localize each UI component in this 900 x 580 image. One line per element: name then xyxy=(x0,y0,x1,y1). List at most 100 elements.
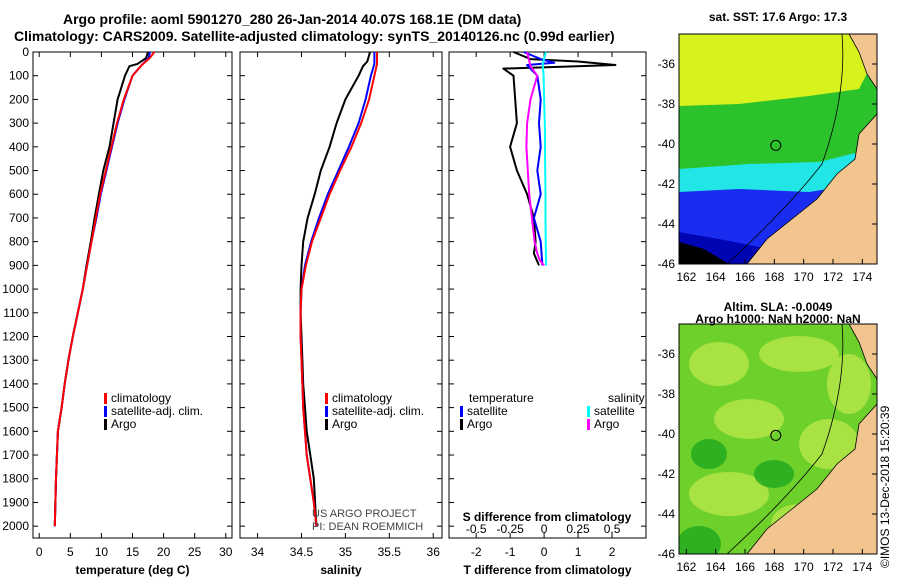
axes-frame xyxy=(32,51,233,539)
sla-anomaly xyxy=(689,472,769,516)
top-tick-label: -0.5 xyxy=(466,522,487,536)
x-tick-label: 172 xyxy=(823,270,843,284)
y-tick-label: -46 xyxy=(658,257,676,271)
sst-nodata xyxy=(679,242,729,264)
x-tick-label: 2 xyxy=(609,545,616,559)
sla-map-panel: 162 164 166 168 170 172 174 -36 -38 -40 -42 -44 -46 A… xyxy=(658,300,878,574)
series-climatology xyxy=(299,52,378,527)
y-tick-label: -36 xyxy=(658,347,676,361)
map-field xyxy=(679,324,877,554)
legend-swatch xyxy=(460,419,463,430)
legend-label: Argo xyxy=(594,417,620,431)
legend-swatch xyxy=(325,406,328,417)
series-temperature-argo xyxy=(502,51,617,266)
map-subtitle: Argo h1000: NaN h2000: NaN xyxy=(695,312,860,326)
credit-line2: PI: DEAN ROEMMICH xyxy=(312,521,423,533)
land-north-island xyxy=(848,324,877,380)
x-axis-label: salinity xyxy=(320,563,362,577)
axes-frame xyxy=(239,51,443,539)
axes-frame xyxy=(448,51,647,539)
sla-anomaly xyxy=(759,336,839,372)
sla-anomaly xyxy=(714,399,784,439)
sla-anomaly xyxy=(754,460,794,488)
y-tick-label: 800 xyxy=(9,235,29,249)
y-tick-label: 2000 xyxy=(2,519,29,533)
legend-label: satellite-adj. clim. xyxy=(332,404,424,418)
legend-header-temperature: temperature xyxy=(469,391,534,405)
y-tick-label: -38 xyxy=(658,97,676,111)
x-tick-label: 36 xyxy=(427,545,441,559)
y-tick-label: 1600 xyxy=(2,424,29,438)
bathymetry-contour xyxy=(726,34,844,264)
y-tick-label: 1700 xyxy=(2,448,29,462)
legend-swatch xyxy=(325,393,328,404)
temperature-panel: 0100200300400500600700800900100011001200… xyxy=(2,45,232,577)
y-tick-label: 0 xyxy=(22,45,29,59)
legend-swatch xyxy=(587,419,590,430)
x-axis-label: T difference from climatology xyxy=(463,563,631,577)
y-tick-label: 900 xyxy=(9,258,29,272)
x-tick-label: 174 xyxy=(852,270,872,284)
y-tick-label: -42 xyxy=(658,177,676,191)
y-tick-label: -44 xyxy=(658,217,676,231)
x-axis-label: temperature (deg C) xyxy=(75,563,189,577)
legend-label: Argo xyxy=(111,417,137,431)
series-salinity-argo xyxy=(525,51,545,267)
plot-title-line2: Climatology: CARS2009. Satellite-adjuste… xyxy=(14,28,615,44)
y-tick-label: 200 xyxy=(9,92,29,106)
series-climatology xyxy=(53,51,156,527)
x-tick-label: 34.5 xyxy=(290,545,314,559)
x-tick-label: 35.5 xyxy=(378,545,402,559)
y-tick-label: -40 xyxy=(658,137,676,151)
y-tick-label: 1300 xyxy=(2,353,29,367)
top-tick-label: 0 xyxy=(541,522,548,536)
y-tick-label: 700 xyxy=(9,211,29,225)
x-tick-label: 10 xyxy=(95,545,109,559)
y-tick-label: -36 xyxy=(658,57,676,71)
x-tick-label: -2 xyxy=(471,545,482,559)
series-argo xyxy=(299,51,371,527)
legend-label: climatology xyxy=(111,391,171,405)
map-frame xyxy=(678,323,878,555)
x-tick-label: 166 xyxy=(735,560,755,574)
x-tick-label: -1 xyxy=(505,545,516,559)
y-tick-label: -44 xyxy=(658,507,676,521)
x-tick-label: 172 xyxy=(823,560,843,574)
sla-anomaly xyxy=(679,526,721,554)
map-frame xyxy=(678,33,878,265)
legend-swatch xyxy=(104,419,107,430)
x-tick-label: 15 xyxy=(126,545,140,559)
x-tick-label: 168 xyxy=(764,560,784,574)
map-field xyxy=(679,34,877,264)
difference-panel: -2 -1 0 1 2 T difference from climatology -0.5… xyxy=(448,51,647,577)
legend-swatch xyxy=(325,419,328,430)
legend-header-salinity: salinity xyxy=(608,391,645,405)
legend-label: satellite-adj. clim. xyxy=(111,404,203,418)
y-tick-label: 500 xyxy=(9,164,29,178)
y-tick-label: 1500 xyxy=(2,401,29,415)
sla-anomaly xyxy=(689,342,749,386)
x-tick-label: 164 xyxy=(706,270,726,284)
plot-title-line1: Argo profile: aoml 5901270_280 26-Jan-20… xyxy=(63,11,522,27)
land-south-island xyxy=(746,113,877,264)
x-tick-label: 166 xyxy=(735,270,755,284)
x-tick-label: 174 xyxy=(852,560,872,574)
top-axis-label: S difference from climatology xyxy=(463,510,632,524)
sla-anomaly xyxy=(799,419,859,469)
y-tick-label: 600 xyxy=(9,187,29,201)
legend-label: Argo xyxy=(467,417,493,431)
x-tick-label: 170 xyxy=(794,270,814,284)
x-tick-label: 35 xyxy=(339,545,353,559)
salinity-panel: 34 34.5 35 35.5 36 salinity climatologysatelli… xyxy=(239,51,443,577)
y-tick-label: 1400 xyxy=(2,377,29,391)
legend-swatch xyxy=(460,406,463,417)
credit-line1: US ARGO PROJECT xyxy=(312,508,417,520)
y-tick-label: -40 xyxy=(658,427,676,441)
y-tick-label: -46 xyxy=(658,547,676,561)
series-salinity-satellite xyxy=(541,51,548,266)
legend-label: satellite xyxy=(467,404,508,418)
argo-position-marker xyxy=(770,139,782,151)
x-tick-label: 168 xyxy=(764,270,784,284)
x-tick-label: 162 xyxy=(676,270,696,284)
